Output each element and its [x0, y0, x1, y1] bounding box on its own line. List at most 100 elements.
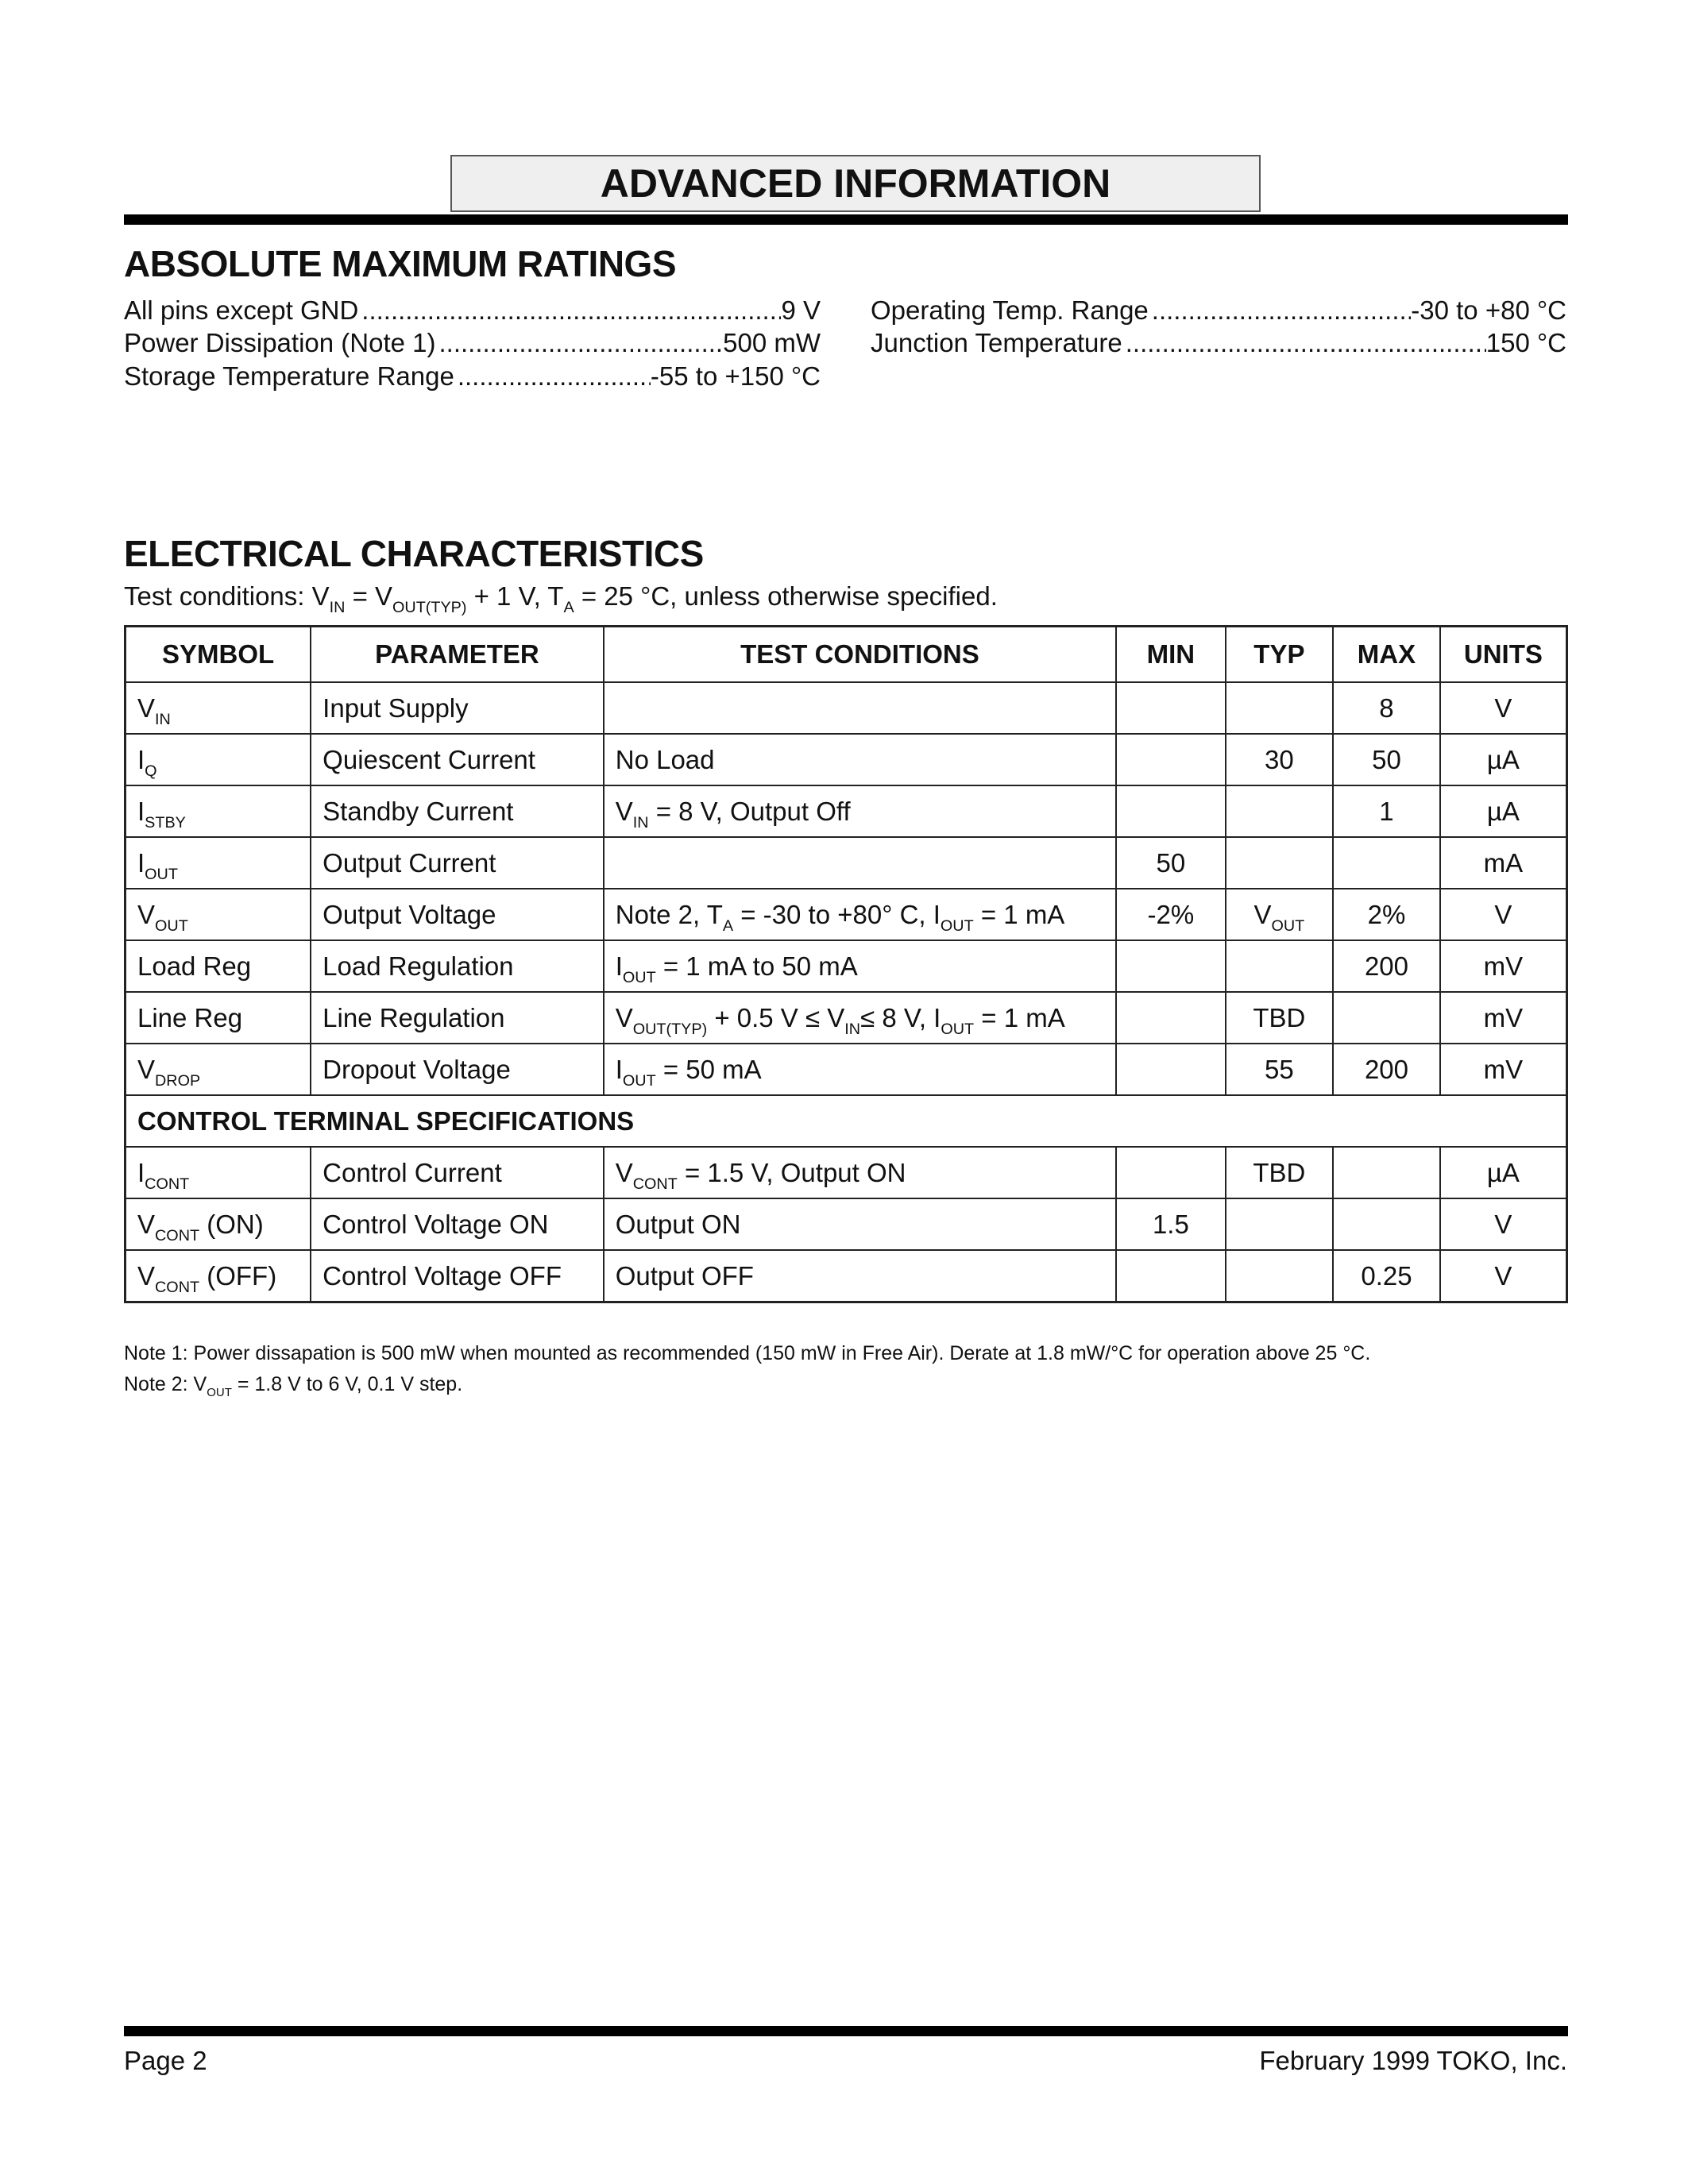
subscript: CONT [155, 1226, 200, 1244]
subscript: CONT [155, 1278, 200, 1296]
text-run: (ON) [199, 1209, 264, 1239]
cell-units: mV [1439, 1043, 1568, 1096]
table-row: Line Reg Line Regulation VOUT(TYP) + 0.5 V… [124, 991, 1568, 1044]
column-header: SYMBOL [124, 625, 312, 683]
cell-units: µA [1439, 1146, 1568, 1199]
text-run: V [137, 899, 156, 929]
subscript: OUT [207, 1385, 232, 1399]
cell-max: 1 [1332, 785, 1441, 838]
subscript: OUT [622, 1071, 656, 1090]
text-run: I [137, 847, 145, 878]
text-run: = 25 °C, unless otherwise specified. [574, 581, 998, 611]
cell-units: V [1439, 681, 1568, 735]
text-run: = 8 V, Output Off [648, 796, 851, 826]
text-run: I [137, 744, 145, 774]
rating-value: -30 to +80 °C [1411, 295, 1566, 325]
table-header-row: SYMBOL PARAMETER TEST CONDITIONS MIN TYP MAX U… [124, 625, 1568, 683]
cell-conditions: Note 2, TA = -30 to +80° C, IOUT = 1 mA [602, 888, 1118, 941]
cell-conditions [602, 681, 1118, 735]
advanced-information-banner: ADVANCED INFORMATION [450, 155, 1261, 212]
rating-label: All pins except GND [124, 295, 359, 325]
text-run: = 1 mA to 50 mA [655, 951, 858, 981]
leader-dots [1122, 328, 1486, 358]
cell-symbol: VCONT (OFF) [124, 1249, 312, 1303]
text-run: I [615, 951, 623, 981]
rating-label: Junction Temperature [871, 328, 1122, 357]
subscript: OUT [145, 865, 178, 883]
section-row: CONTROL TERMINAL SPECIFICATIONS [124, 1094, 1568, 1148]
rating-value: 9 V [781, 295, 821, 325]
cell-max [1332, 1198, 1441, 1251]
cell-parameter: Control Current [310, 1146, 605, 1199]
cell-typ: TBD [1224, 991, 1335, 1044]
cell-symbol: Line Reg [124, 991, 312, 1044]
leader-dots [358, 295, 781, 326]
table-row: VCONT (ON) Control Voltage ON Output ON 1.5… [124, 1198, 1568, 1251]
table-row: Load Reg Load Regulation IOUT = 1 mA to 50… [124, 940, 1568, 993]
cell-min [1115, 1249, 1226, 1303]
leader-dots [454, 361, 651, 392]
cell-symbol: IOUT [124, 836, 312, 889]
subscript: OUT [622, 968, 656, 986]
electrical-title: ELECTRICAL CHARACTERISTICS [124, 533, 704, 574]
rating-row: All pins except GND 9 V [124, 295, 821, 326]
subscript: DROP [155, 1071, 201, 1090]
text-run: = 1 mA [973, 899, 1065, 929]
cell-units: µA [1439, 733, 1568, 786]
text-run: = 50 mA [655, 1054, 762, 1084]
page-number: Page 2 [124, 2046, 207, 2075]
column-header: MIN [1115, 625, 1226, 683]
cell-symbol: Load Reg [124, 940, 312, 993]
text-run: ≤ 8 V, I [860, 1002, 941, 1032]
text-run: V [137, 693, 156, 723]
header-rule [124, 214, 1568, 225]
cell-symbol: ISTBY [124, 785, 312, 838]
text-run: I [615, 1054, 623, 1084]
text-run: (OFF) [199, 1260, 277, 1291]
text-run: I [137, 1157, 145, 1187]
rating-value: 500 mW [723, 328, 821, 357]
table-row: VDROP Dropout Voltage IOUT = 50 mA 55 200 mV [124, 1043, 1568, 1096]
column-header: TEST CONDITIONS [602, 625, 1118, 683]
cell-parameter: Quiescent Current [310, 733, 605, 786]
abs-max-title: ABSOLUTE MAXIMUM RATINGS [124, 243, 677, 284]
cell-typ [1224, 836, 1335, 889]
cell-parameter: Output Current [310, 836, 605, 889]
cell-parameter: Control Voltage OFF [310, 1249, 605, 1303]
cell-conditions: IOUT = 1 mA to 50 mA [602, 940, 1118, 993]
cell-units: mV [1439, 991, 1568, 1044]
electrical-characteristics-table: SYMBOL PARAMETER TEST CONDITIONS MIN TYP MAX U… [124, 625, 1568, 1303]
cell-conditions: Output ON [602, 1198, 1118, 1251]
table-row: ISTBY Standby Current VIN = 8 V, Output Of… [124, 785, 1568, 838]
text-run: V [615, 1157, 633, 1187]
text-run: V [137, 1209, 156, 1239]
table-row: IOUT Output Current 50 mA [124, 836, 1568, 889]
cell-max: 200 [1332, 1043, 1441, 1096]
subscript: CONT [632, 1175, 678, 1193]
cell-parameter: Output Voltage [310, 888, 605, 941]
footer-rule [124, 2026, 1568, 2036]
cell-parameter: Input Supply [310, 681, 605, 735]
table-row: VCONT (OFF) Control Voltage OFF Output OFF… [124, 1249, 1568, 1303]
text-run: I [137, 796, 145, 826]
cell-max: 2% [1332, 888, 1441, 941]
cell-typ [1224, 1249, 1335, 1303]
cell-symbol: ICONT [124, 1146, 312, 1199]
cell-parameter: Dropout Voltage [310, 1043, 605, 1096]
cell-units: mV [1439, 940, 1568, 993]
cell-max: 50 [1332, 733, 1441, 786]
text-run: Note 2, T [615, 899, 723, 929]
cell-max [1332, 991, 1441, 1044]
cell-typ: 55 [1224, 1043, 1335, 1096]
cell-min [1115, 733, 1226, 786]
cell-min [1115, 940, 1226, 993]
text-run: = V [345, 581, 393, 611]
column-header: MAX [1332, 625, 1441, 683]
rating-label: Power Dissipation (Note 1) [124, 328, 436, 357]
subscript: IN [155, 710, 171, 728]
text-run: Test conditions: V [124, 581, 330, 611]
text-run: Note 2: V [124, 1373, 207, 1395]
subscript: OUT [941, 1020, 975, 1038]
text-run: + 1 V, T [466, 581, 564, 611]
column-header: TYP [1224, 625, 1335, 683]
